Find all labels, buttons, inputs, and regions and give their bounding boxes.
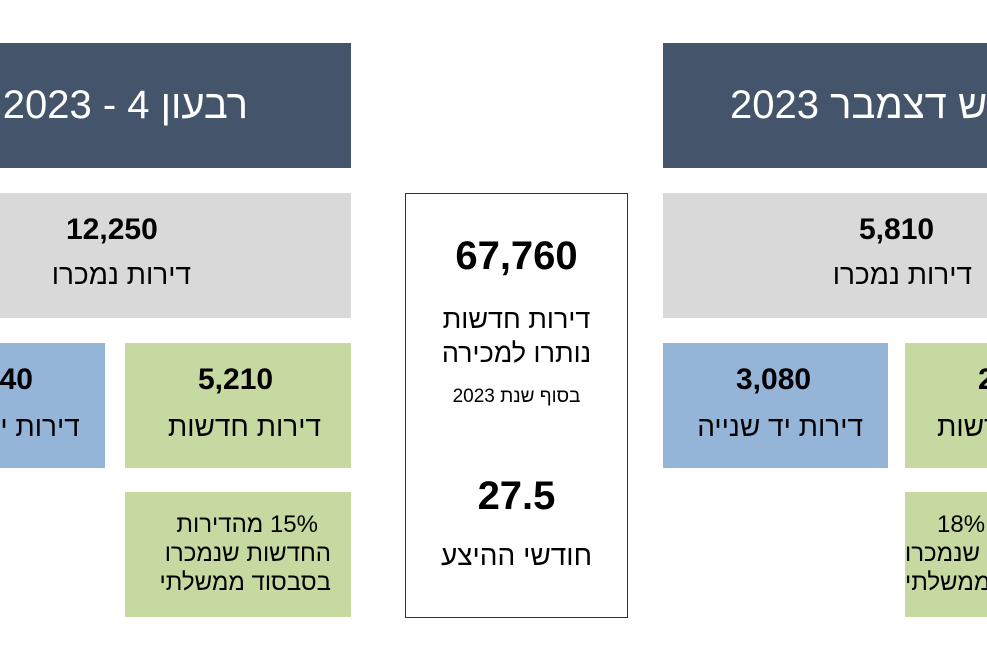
left-new-value: 5,210 <box>198 363 274 396</box>
left-header: רבעון 4 - 2023 <box>0 43 351 168</box>
right-subsidy-line-2-wrap: החדשות שנמכרו <box>905 539 987 568</box>
left-new-panel: 5,210 דירות חדשות <box>125 343 351 468</box>
right-subsidy-line-1: 18% מהדירות <box>937 511 987 538</box>
left-subsidy-line-2: החדשות שנמכרו <box>164 540 331 567</box>
right-subsidy-line-2: החדשות שנמכרו <box>905 540 987 567</box>
right-total-panel: 5,810 דירות נמכרו <box>663 193 987 318</box>
right-second-hand-value: 3,080 <box>736 363 812 396</box>
left-subsidy-line-1: 15% מהדירות <box>176 511 318 538</box>
left-total-value: 12,250 <box>66 213 158 246</box>
left-second-hand-panel: 6,040 דירות יד שנייה <box>0 343 105 468</box>
right-subsidy-line-3-wrap: בסבסוד ממשלתי <box>905 568 987 597</box>
right-subsidy-panel: 18% מהדירות החדשות שנמכרו בסבסוד ממשלתי <box>905 492 987 617</box>
inventory-label-line-2: נותרו למכירה <box>441 338 592 368</box>
inventory-label-line-1: דירות חדשות <box>442 304 591 334</box>
left-total-label: דירות נמכרו <box>51 259 191 290</box>
right-second-hand-label: דירות יד שנייה <box>697 411 863 442</box>
right-new-value: 2,730 <box>978 363 987 396</box>
right-subsidy-line-3: בסבסוד ממשלתי <box>905 569 987 596</box>
right-subsidy-line-1-wrap: 18% מהדירות <box>937 510 987 539</box>
inventory-value: 67,760 <box>455 234 578 278</box>
right-total-label: דירות נמכרו <box>832 259 972 290</box>
left-subsidy-line-3: בסבסוד ממשלתי <box>159 569 331 596</box>
left-new-label: דירות חדשות <box>167 411 321 442</box>
right-header: חודש דצמבר 2023 <box>663 43 987 168</box>
left-total-panel: 12,250 דירות נמכרו <box>0 193 351 318</box>
inventory-sublabel: בסוף שנת 2023 <box>452 386 581 407</box>
right-second-hand-panel: 3,080 דירות יד שנייה <box>663 343 888 468</box>
right-total-value: 5,810 <box>859 213 935 246</box>
right-new-panel: 2,730 דירות חדשות <box>905 343 987 468</box>
right-new-label: דירות חדשות <box>937 411 987 442</box>
inventory-panel: 67,760 דירות חדשות נותרו למכירה בסוף שנת… <box>405 193 628 618</box>
right-header-title: חודש דצמבר 2023 <box>730 83 987 127</box>
left-second-hand-label: דירות יד שנייה <box>0 411 80 442</box>
left-second-hand-value: 6,040 <box>0 363 33 396</box>
months-supply-value: 27.5 <box>477 474 556 518</box>
months-supply-label: חודשי ההיצע <box>440 540 593 571</box>
left-header-title: רבעון 4 - 2023 <box>2 83 248 127</box>
left-subsidy-panel: 15% מהדירות החדשות שנמכרו בסבסוד ממשלתי <box>125 492 351 617</box>
